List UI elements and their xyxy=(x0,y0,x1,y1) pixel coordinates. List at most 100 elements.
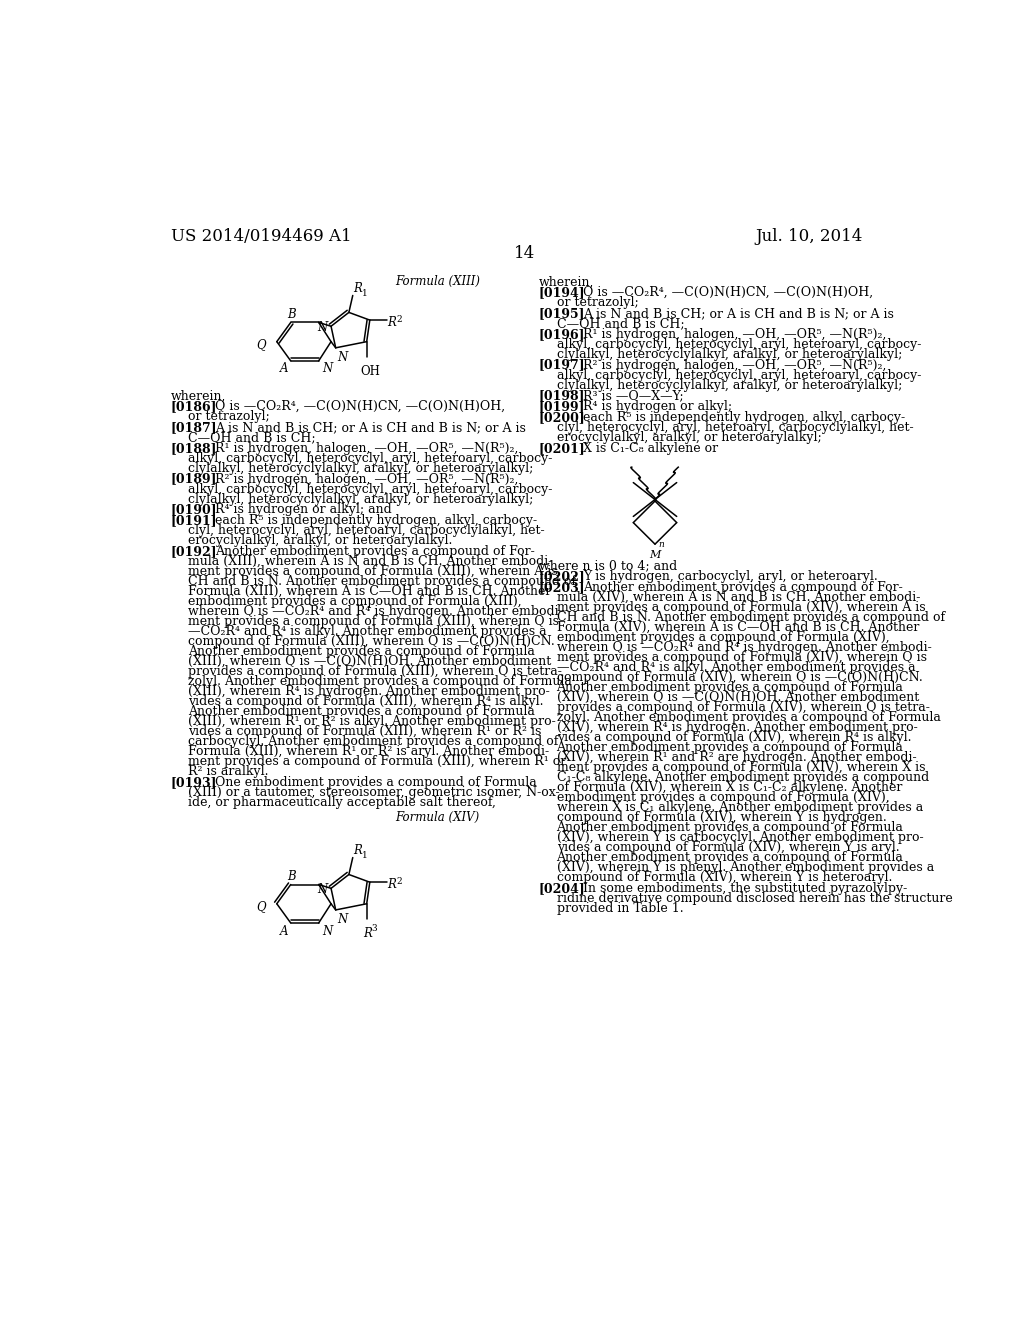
Text: A: A xyxy=(280,924,289,937)
Text: Another embodiment provides a compound of Formula: Another embodiment provides a compound o… xyxy=(557,851,903,865)
Text: Another embodiment provides a compound of Formula: Another embodiment provides a compound o… xyxy=(557,821,903,834)
Text: (XIV), wherein Y is carbocyclyl. Another embodiment pro-: (XIV), wherein Y is carbocyclyl. Another… xyxy=(557,832,924,845)
Text: Another embodiment provides a compound of For-: Another embodiment provides a compound o… xyxy=(215,545,535,558)
Text: 1: 1 xyxy=(362,289,368,298)
Text: provided in Table 1.: provided in Table 1. xyxy=(557,903,683,915)
Text: R¹ is hydrogen, halogen, —OH, —OR⁵, —N(R⁵)₂,: R¹ is hydrogen, halogen, —OH, —OR⁵, —N(R… xyxy=(215,442,518,455)
Text: mula (XIV), wherein A is N and B is CH. Another embodi-: mula (XIV), wherein A is N and B is CH. … xyxy=(557,591,920,605)
Text: Another embodiment provides a compound of Formula: Another embodiment provides a compound o… xyxy=(188,645,536,659)
Text: wherein Q is —CO₂R⁴ and R⁴ is hydrogen. Another embodi-: wherein Q is —CO₂R⁴ and R⁴ is hydrogen. … xyxy=(557,642,931,655)
Text: ment provides a compound of Formula (XIII), wherein A is: ment provides a compound of Formula (XII… xyxy=(188,565,558,578)
Text: [0191]: [0191] xyxy=(171,515,217,527)
Text: 2: 2 xyxy=(396,315,401,323)
Text: (XIII) or a tautomer, stereoisomer, geometric isomer, N-ox-: (XIII) or a tautomer, stereoisomer, geom… xyxy=(188,785,560,799)
Text: provides a compound of Formula (XIV), wherein Q is tetra-: provides a compound of Formula (XIV), wh… xyxy=(557,701,930,714)
Text: 14: 14 xyxy=(514,244,536,261)
Text: n: n xyxy=(658,540,664,549)
Text: vides a compound of Formula (XIII), wherein R¹ or R² is: vides a compound of Formula (XIII), wher… xyxy=(188,725,542,738)
Text: compound of Formula (XIV), wherein Q is —C(O)N(H)CN.: compound of Formula (XIV), wherein Q is … xyxy=(557,671,923,684)
Text: [0199]: [0199] xyxy=(539,400,586,413)
Text: clyl, heterocyclyl, aryl, heteroaryl, carbocyclylalkyl, het-: clyl, heterocyclyl, aryl, heteroaryl, ca… xyxy=(557,421,913,434)
Text: R⁴ is hydrogen or alkyl;: R⁴ is hydrogen or alkyl; xyxy=(583,400,732,413)
Text: alkyl, carbocyclyl, heterocyclyl, aryl, heteroaryl, carbocy-: alkyl, carbocyclyl, heterocyclyl, aryl, … xyxy=(557,338,921,351)
Text: R: R xyxy=(362,927,372,940)
Text: US 2014/0194469 A1: US 2014/0194469 A1 xyxy=(171,227,351,244)
Text: N: N xyxy=(317,321,328,334)
Text: alkyl, carbocyclyl, heterocyclyl, aryl, heteroaryl, carbocy-: alkyl, carbocyclyl, heterocyclyl, aryl, … xyxy=(188,483,553,495)
Text: R³ is —O—X—Y;: R³ is —O—X—Y; xyxy=(583,389,684,403)
Text: A is N and B is CH; or A is CH and B is N; or A is: A is N and B is CH; or A is CH and B is … xyxy=(215,421,525,434)
Text: clylalkyl, heterocyclylalkyl, aralkyl, or heteroarylalkyl;: clylalkyl, heterocyclylalkyl, aralkyl, o… xyxy=(557,348,902,360)
Text: Formula (XIV): Formula (XIV) xyxy=(395,810,479,824)
Text: CH and B is N. Another embodiment provides a compound of: CH and B is N. Another embodiment provid… xyxy=(188,576,577,587)
Text: provides a compound of Formula (XIII), wherein Q is tetra-: provides a compound of Formula (XIII), w… xyxy=(188,665,562,678)
Text: [0189]: [0189] xyxy=(171,473,217,486)
Text: Y is hydrogen, carbocyclyl, aryl, or heteroaryl.: Y is hydrogen, carbocyclyl, aryl, or het… xyxy=(583,570,878,583)
Text: or tetrazolyl;: or tetrazolyl; xyxy=(188,411,270,424)
Text: [0187]: [0187] xyxy=(171,421,217,434)
Text: Another embodiment provides a compound of Formula: Another embodiment provides a compound o… xyxy=(188,705,536,718)
Text: Formula (XIII), wherein A is C—OH and B is CH. Another: Formula (XIII), wherein A is C—OH and B … xyxy=(188,585,552,598)
Text: (XIII), wherein R¹ or R² is alkyl. Another embodiment pro-: (XIII), wherein R¹ or R² is alkyl. Anoth… xyxy=(188,715,556,729)
Text: embodiment provides a compound of Formula (XIII),: embodiment provides a compound of Formul… xyxy=(188,595,522,609)
Text: alkyl, carbocyclyl, heterocyclyl, aryl, heteroaryl, carbocy-: alkyl, carbocyclyl, heterocyclyl, aryl, … xyxy=(557,368,921,381)
Text: M: M xyxy=(649,550,660,560)
Text: alkyl, carbocyclyl, heterocyclyl, aryl, heteroaryl, carbocy-: alkyl, carbocyclyl, heterocyclyl, aryl, … xyxy=(188,451,553,465)
Text: or tetrazolyl;: or tetrazolyl; xyxy=(557,296,638,309)
Text: clylalkyl, heterocyclylalkyl, aralkyl, or heteroarylalkyl;: clylalkyl, heterocyclylalkyl, aralkyl, o… xyxy=(188,492,534,506)
Text: R: R xyxy=(388,878,396,891)
Text: Formula (XIII), wherein R¹ or R² is aryl. Another embodi-: Formula (XIII), wherein R¹ or R² is aryl… xyxy=(188,744,550,758)
Text: N: N xyxy=(322,924,332,937)
Text: embodiment provides a compound of Formula (XIV),: embodiment provides a compound of Formul… xyxy=(557,631,889,644)
Text: each R⁵ is independently hydrogen, alkyl, carbocy-: each R⁵ is independently hydrogen, alkyl… xyxy=(215,515,537,527)
Text: C—OH and B is CH;: C—OH and B is CH; xyxy=(188,430,316,444)
Text: carbocyclyl. Another embodiment provides a compound of: carbocyclyl. Another embodiment provides… xyxy=(188,735,559,748)
Text: wherein X is C₁ alkylene. Another embodiment provides a: wherein X is C₁ alkylene. Another embodi… xyxy=(557,801,923,814)
Text: compound of Formula (XIII), wherein Q is —C(O)N(H)CN.: compound of Formula (XIII), wherein Q is… xyxy=(188,635,555,648)
Text: [0195]: [0195] xyxy=(539,308,586,319)
Text: 2: 2 xyxy=(396,876,401,886)
Text: 3: 3 xyxy=(372,924,377,933)
Text: mula (XIII), wherein A is N and B is CH. Another embodi-: mula (XIII), wherein A is N and B is CH.… xyxy=(188,554,553,568)
Text: vides a compound of Formula (XIII), wherein R⁴ is alkyl.: vides a compound of Formula (XIII), wher… xyxy=(188,696,544,708)
Text: R: R xyxy=(353,281,362,294)
Text: One embodiment provides a compound of Formula: One embodiment provides a compound of Fo… xyxy=(215,776,537,789)
Text: (XIV), wherein Q is —C(O)N(H)OH. Another embodiment: (XIV), wherein Q is —C(O)N(H)OH. Another… xyxy=(557,692,919,705)
Text: ment provides a compound of Formula (XIV), wherein A is: ment provides a compound of Formula (XIV… xyxy=(557,601,926,614)
Text: zolyl. Another embodiment provides a compound of Formula: zolyl. Another embodiment provides a com… xyxy=(188,675,572,688)
Text: clyl, heterocyclyl, aryl, heteroaryl, carbocyclylalkyl, het-: clyl, heterocyclyl, aryl, heteroaryl, ca… xyxy=(188,524,545,537)
Text: vides a compound of Formula (XIV), wherein Y is aryl.: vides a compound of Formula (XIV), where… xyxy=(557,841,899,854)
Text: ment provides a compound of Formula (XIV), wherein Q is: ment provides a compound of Formula (XIV… xyxy=(557,651,927,664)
Text: [0200]: [0200] xyxy=(539,411,586,424)
Text: [0194]: [0194] xyxy=(539,286,586,300)
Text: Q is —CO₂R⁴, —C(O)N(H)CN, —C(O)N(H)OH,: Q is —CO₂R⁴, —C(O)N(H)CN, —C(O)N(H)OH, xyxy=(215,400,505,413)
Text: (XIV), wherein R¹ and R² are hydrogen. Another embodi-: (XIV), wherein R¹ and R² are hydrogen. A… xyxy=(557,751,916,764)
Text: ide, or pharmaceutically acceptable salt thereof,: ide, or pharmaceutically acceptable salt… xyxy=(188,796,497,809)
Text: [0197]: [0197] xyxy=(539,359,586,372)
Text: (XIV), wherein R⁴ is hydrogen. Another embodiment pro-: (XIV), wherein R⁴ is hydrogen. Another e… xyxy=(557,721,918,734)
Text: [0204]: [0204] xyxy=(539,882,586,895)
Text: vides a compound of Formula (XIV), wherein R⁴ is alkyl.: vides a compound of Formula (XIV), where… xyxy=(557,731,911,744)
Text: [0186]: [0186] xyxy=(171,400,217,413)
Text: Q is —CO₂R⁴, —C(O)N(H)CN, —C(O)N(H)OH,: Q is —CO₂R⁴, —C(O)N(H)CN, —C(O)N(H)OH, xyxy=(583,286,873,300)
Text: X is C₁-C₈ alkylene or: X is C₁-C₈ alkylene or xyxy=(583,442,718,455)
Text: B: B xyxy=(287,870,296,883)
Text: 1: 1 xyxy=(362,851,368,859)
Text: Formula (XIII): Formula (XIII) xyxy=(395,276,480,289)
Text: —CO₂R⁴ and R⁴ is alkyl. Another embodiment provides a: —CO₂R⁴ and R⁴ is alkyl. Another embodime… xyxy=(557,661,915,675)
Text: Formula (XIV), wherein A is C—OH and B is CH. Another: Formula (XIV), wherein A is C—OH and B i… xyxy=(557,622,919,634)
Text: Q: Q xyxy=(256,900,266,913)
Text: Q: Q xyxy=(256,338,266,351)
Text: In some embodiments, the substituted pyrazolylpy-: In some embodiments, the substituted pyr… xyxy=(583,882,907,895)
Text: CH and B is N. Another embodiment provides a compound of: CH and B is N. Another embodiment provid… xyxy=(557,611,945,624)
Text: C₁-C₈ alkylene. Another embodiment provides a compound: C₁-C₈ alkylene. Another embodiment provi… xyxy=(557,771,929,784)
Text: clylalkyl, heterocyclylalkyl, aralkyl, or heteroarylalkyl;: clylalkyl, heterocyclylalkyl, aralkyl, o… xyxy=(188,462,534,475)
Text: wherein,: wherein, xyxy=(171,389,226,403)
Text: (XIV), wherein Y is phenyl. Another embodiment provides a: (XIV), wherein Y is phenyl. Another embo… xyxy=(557,862,934,874)
Text: Jul. 10, 2014: Jul. 10, 2014 xyxy=(756,227,863,244)
Text: Another embodiment provides a compound of Formula: Another embodiment provides a compound o… xyxy=(557,681,903,694)
Text: [0198]: [0198] xyxy=(539,389,586,403)
Text: R: R xyxy=(353,843,362,857)
Text: A: A xyxy=(280,363,289,375)
Text: Another embodiment provides a compound of For-: Another embodiment provides a compound o… xyxy=(583,581,903,594)
